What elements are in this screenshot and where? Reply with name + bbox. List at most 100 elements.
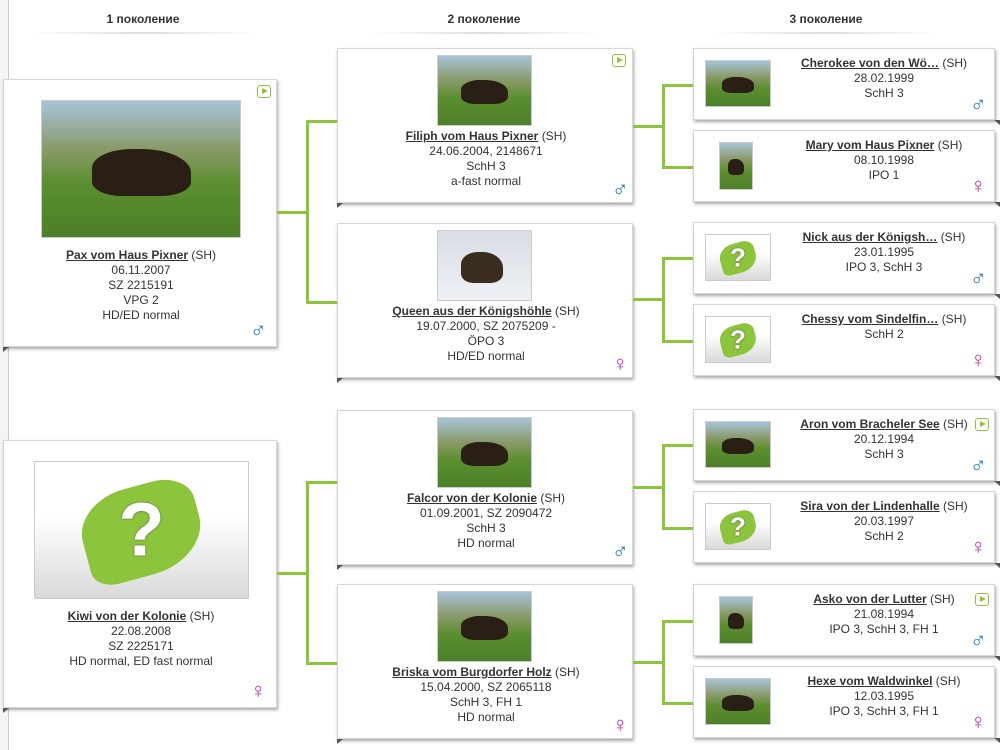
dog-name-link[interactable]: Mary vom Haus Pixner <box>805 138 935 152</box>
dog-name-link[interactable]: Sira von der Lindenhalle <box>800 499 940 513</box>
card-shadow-tail <box>994 120 1000 125</box>
connector-line <box>662 620 665 705</box>
connector-line <box>306 301 337 304</box>
card-detail-line: SchH 3 <box>466 159 506 173</box>
card-shadow-tail <box>994 294 1000 299</box>
pedigree-card[interactable]: Cherokee von den Wö… (SH) 28.02.1999 SchH … <box>693 48 995 120</box>
card-detail-line: 21.08.1994 <box>853 607 915 621</box>
dog-name-link[interactable]: Chessy vom Sindelfin… <box>801 312 939 326</box>
card-shadow-tail <box>337 739 343 744</box>
dog-name-link[interactable]: Briska vom Burgdorfer Holz <box>392 665 552 679</box>
card-detail-line: 24.06.2004, 2148671 <box>429 144 543 158</box>
card-detail-line: VPG 2 <box>123 293 159 307</box>
dog-name-link[interactable]: Filiph vom Haus Pixner <box>405 129 539 143</box>
card-shadow-tail <box>337 378 343 383</box>
pedigree-card[interactable]: Queen aus der Königshöhle (SH) 19.07.2000… <box>337 223 633 378</box>
pedigree-card[interactable]: Mary vom Haus Pixner (SH) 08.10.1998 IPO 1… <box>693 130 995 202</box>
card-detail-line: SchH 2 <box>864 327 904 341</box>
video-play-icon[interactable] <box>257 85 271 98</box>
video-play-icon[interactable] <box>975 418 989 431</box>
card-detail-line: SchH 3 <box>864 86 904 100</box>
dog-photo[interactable] <box>719 596 753 644</box>
pedigree-card[interactable]: ? Chessy vom Sindelfin… (SH) SchH 2 ♀ <box>693 304 995 376</box>
pedigree-card[interactable]: Filiph vom Haus Pixner (SH) 24.06.2004, 2… <box>337 48 633 203</box>
breed-code: (SH) <box>540 491 566 505</box>
male-icon: ♂ <box>970 452 987 477</box>
connector-line <box>277 211 308 214</box>
dog-name-link[interactable]: Cherokee von den Wö… <box>800 56 939 70</box>
connector-line <box>306 662 337 665</box>
pedigree-card[interactable]: ? Kiwi von der Kolonie (SH) 22.08.2008 SZ … <box>3 440 277 708</box>
no-photo-placeholder[interactable]: ? <box>705 316 771 363</box>
video-play-icon[interactable] <box>612 54 626 67</box>
card-detail-line: SchH 3 <box>864 447 904 461</box>
pedigree-card[interactable]: ? Sira von der Lindenhalle (SH) 20.03.199… <box>693 491 995 563</box>
dog-photo[interactable] <box>437 230 532 301</box>
breed-code: (SH) <box>943 417 968 431</box>
breed-code: (SH) <box>941 312 967 326</box>
dog-photo[interactable] <box>437 417 532 488</box>
card-detail-line: HD normal <box>457 536 515 550</box>
pedigree-card[interactable]: ? Nick aus der Königsh… (SH) 23.01.1995 IP… <box>693 222 995 294</box>
card-detail-line: HD/ED normal <box>102 308 180 322</box>
dog-name-link[interactable]: Pax vom Haus Pixner <box>65 248 189 262</box>
no-photo-placeholder[interactable]: ? <box>34 461 249 599</box>
card-detail-line: IPO 3, SchH 3 <box>845 260 923 274</box>
dog-name-link[interactable]: Aron vom Bracheler See <box>800 417 940 431</box>
dog-photo[interactable] <box>705 60 771 107</box>
breed-code: (SH) <box>555 304 580 318</box>
breed-code: (SH) <box>191 248 217 262</box>
male-icon: ♂ <box>612 538 629 563</box>
connector-line <box>306 120 337 123</box>
pedigree-card[interactable]: Falcor von der Kolonie (SH) 01.09.2001, S… <box>337 410 633 565</box>
connector-line <box>662 340 693 343</box>
card-info: Queen aus der Königshöhle (SH) 19.07.2000… <box>338 304 634 364</box>
pedigree-card[interactable]: Briska vom Burgdorfer Holz (SH) 15.04.200… <box>337 584 633 739</box>
dog-photo[interactable] <box>705 678 771 725</box>
female-icon: ♀ <box>970 534 987 559</box>
card-detail-line: SchH 2 <box>864 529 904 543</box>
breed-code: (SH) <box>935 674 961 688</box>
card-detail-line: IPO 1 <box>868 168 900 182</box>
question-mark-icon: ? <box>730 511 746 541</box>
dog-photo[interactable] <box>437 591 532 662</box>
card-shadow-tail <box>994 481 1000 486</box>
female-icon: ♀ <box>612 712 629 737</box>
male-icon: ♂ <box>970 265 987 290</box>
card-info: Asko von der Lutter (SH) 21.08.1994 IPO 3,… <box>774 592 994 637</box>
dog-name-link[interactable]: Kiwi von der Kolonie <box>67 609 187 623</box>
breed-code: (SH) <box>541 129 567 143</box>
pedigree-card[interactable]: Aron vom Bracheler See (SH) 20.12.1994 Sch… <box>693 409 995 481</box>
card-detail-line: 12.03.1995 <box>853 689 915 703</box>
dog-name-link[interactable]: Falcor von der Kolonie <box>406 491 537 505</box>
card-shadow-tail <box>337 203 343 208</box>
connector-line <box>633 661 664 664</box>
no-photo-placeholder[interactable]: ? <box>705 234 771 281</box>
dog-name-link[interactable]: Asko von der Lutter <box>813 592 927 606</box>
breed-code: (SH) <box>942 56 968 70</box>
dog-photo[interactable] <box>437 55 532 126</box>
pedigree-card[interactable]: Hexe vom Waldwinkel (SH) 12.03.1995 IPO 3,… <box>693 666 995 738</box>
card-shadow-tail <box>994 738 1000 743</box>
card-detail-line: SchH 3, FH 1 <box>449 695 523 709</box>
header-generation-1: 1 поколение <box>28 12 258 34</box>
dog-photo[interactable] <box>41 100 241 238</box>
video-play-icon[interactable] <box>975 593 989 606</box>
dog-name-link[interactable]: Queen aus der Königshöhle <box>392 304 552 318</box>
connector-line <box>662 84 693 87</box>
pedigree-card[interactable]: Asko von der Lutter (SH) 21.08.1994 IPO 3,… <box>693 584 995 656</box>
connector-line <box>633 125 664 128</box>
card-info: Cherokee von den Wö… (SH) 28.02.1999 SchH … <box>774 56 994 101</box>
dog-photo[interactable] <box>719 142 753 190</box>
no-photo-placeholder[interactable]: ? <box>705 503 771 550</box>
question-mark-icon: ? <box>118 487 165 573</box>
dog-name-link[interactable]: Nick aus der Königsh… <box>802 230 938 244</box>
card-detail-line: 23.01.1995 <box>853 245 915 259</box>
pedigree-card[interactable]: Pax vom Haus Pixner (SH) 06.11.2007 SZ 221… <box>3 79 277 347</box>
card-info: Chessy vom Sindelfin… (SH) SchH 2 <box>774 312 994 342</box>
connector-line <box>662 444 693 447</box>
card-detail-line: a-fast normal <box>450 174 522 188</box>
dog-name-link[interactable]: Hexe vom Waldwinkel <box>807 674 933 688</box>
dog-photo[interactable] <box>705 421 771 468</box>
connector-line <box>662 444 665 530</box>
